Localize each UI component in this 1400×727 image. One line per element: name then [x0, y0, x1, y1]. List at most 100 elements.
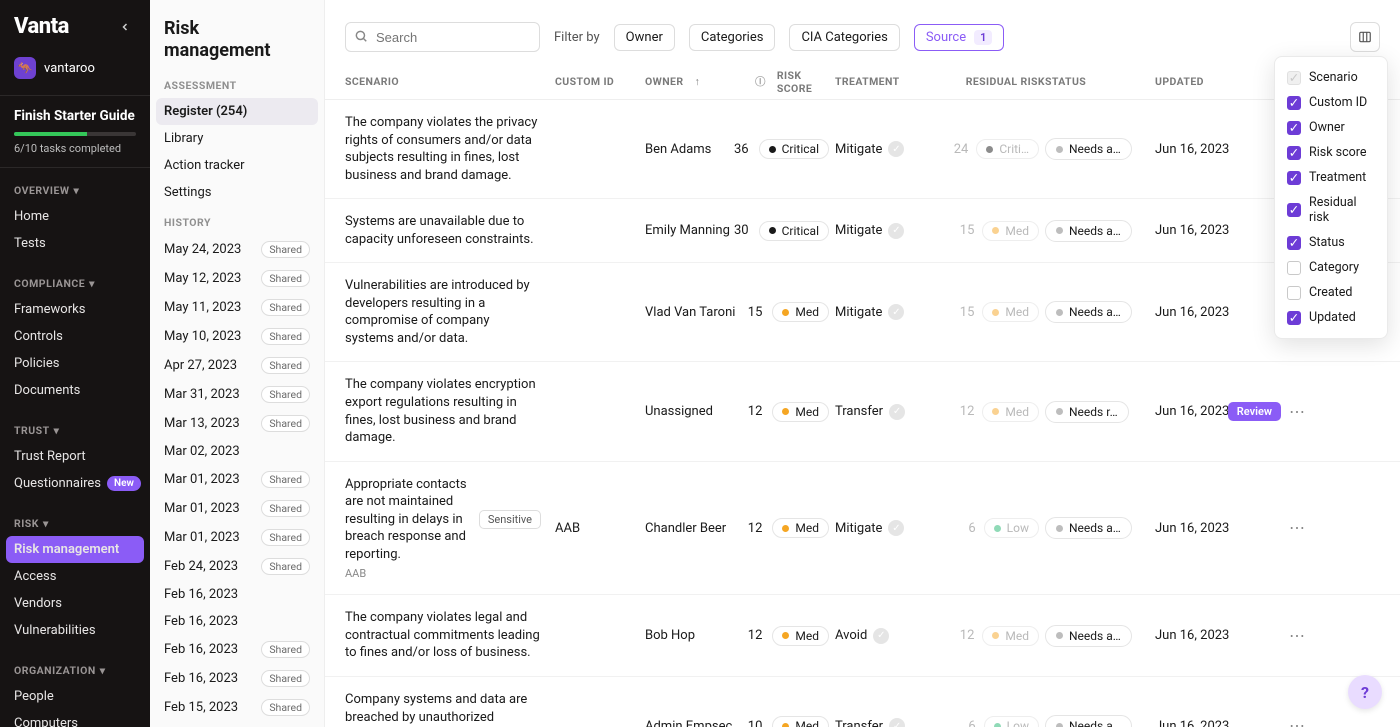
assessment-item[interactable]: Register (254) [156, 98, 318, 125]
table-row[interactable]: The company violates the privacy rights … [325, 100, 1400, 199]
search-input[interactable] [345, 22, 540, 52]
nav-item-home[interactable]: Home [0, 203, 150, 230]
column-option-risk-score[interactable]: ✓ Risk score [1281, 140, 1381, 165]
column-option-treatment[interactable]: ✓ Treatment [1281, 165, 1381, 190]
history-item[interactable]: Apr 27, 2023Shared [156, 351, 318, 380]
help-button[interactable]: ? [1348, 675, 1382, 709]
filter-categories-chip[interactable]: Categories [689, 24, 776, 51]
nav-item-access[interactable]: Access [0, 563, 150, 590]
owner-cell: Vlad Van Taroni [645, 305, 755, 320]
owner-cell: Chandler Beer [645, 521, 755, 536]
history-item[interactable]: Feb 24, 2023Shared [156, 552, 318, 581]
col-owner[interactable]: OWNER ↑ [645, 75, 755, 88]
nav-item-people[interactable]: People [0, 683, 150, 710]
columns-icon [1358, 30, 1372, 44]
history-item[interactable]: Mar 01, 2023Shared [156, 465, 318, 494]
col-risk-score[interactable]: ⓘ RISK SCORE [755, 69, 835, 95]
history-item[interactable]: Mar 02, 2023 [156, 438, 318, 465]
history-item[interactable]: May 24, 2023Shared [156, 235, 318, 264]
history-item[interactable]: Feb 15, 2023 [156, 722, 318, 727]
assessment-item[interactable]: Action tracker [156, 152, 318, 179]
nav-item-frameworks[interactable]: Frameworks [0, 296, 150, 323]
row-more-button[interactable]: ⋯ [1289, 718, 1305, 727]
column-option-created[interactable]: Created [1281, 280, 1381, 305]
nav-item-controls[interactable]: Controls [0, 323, 150, 350]
row-more-button[interactable]: ⋯ [1289, 404, 1305, 420]
filter-source-chip[interactable]: Source 1 [914, 24, 1005, 51]
filter-cia-chip[interactable]: CIA Categories [789, 24, 899, 51]
col-updated[interactable]: UPDATED [1155, 75, 1235, 88]
nav-section-risk[interactable]: RISK ▾ [0, 511, 150, 536]
table-row[interactable]: Company systems and data are breached by… [325, 677, 1400, 727]
history-item[interactable]: Mar 01, 2023Shared [156, 523, 318, 552]
status-cell: Needs a… [1045, 138, 1155, 160]
history-item[interactable]: Mar 01, 2023Shared [156, 494, 318, 523]
history-item[interactable]: Feb 16, 2023 [156, 581, 318, 608]
nav-item-policies[interactable]: Policies [0, 350, 150, 377]
sidebar-collapse-button[interactable] [114, 16, 136, 38]
column-option-updated[interactable]: ✓ Updated [1281, 305, 1381, 330]
nav-section-overview[interactable]: OVERVIEW ▾ [0, 178, 150, 203]
shared-chip: Shared [261, 299, 310, 316]
table-row[interactable]: Systems are unavailable due to capacity … [325, 199, 1400, 263]
nav-item-questionnaires[interactable]: Questionnaires New [0, 470, 150, 497]
nav-item-risk-management[interactable]: Risk management [6, 536, 144, 563]
nav-item-trust-report[interactable]: Trust Report [0, 443, 150, 470]
residual-cell: 12Med [955, 402, 1045, 422]
checkbox-icon [1287, 286, 1301, 300]
risk-score-cell: 30 Critical [755, 221, 835, 241]
shared-chip: Shared [261, 415, 310, 432]
assessment-item[interactable]: Library [156, 125, 318, 152]
nav-item-documents[interactable]: Documents [0, 377, 150, 404]
history-item[interactable]: Mar 31, 2023Shared [156, 380, 318, 409]
pending-icon: ✓ [888, 141, 904, 157]
col-status[interactable]: STATUS [1045, 75, 1155, 88]
column-option-residual-risk[interactable]: ✓ Residual risk [1281, 190, 1381, 230]
row-more-button[interactable]: ⋯ [1289, 628, 1305, 644]
toolbar: Filter by Owner Categories CIA Categorie… [325, 0, 1400, 66]
assessment-item[interactable]: Settings [156, 179, 318, 206]
pending-icon: ✓ [889, 404, 905, 420]
table-header: SCENARIO CUSTOM ID OWNER ↑ ⓘ RISK SCORE … [325, 64, 1400, 100]
col-custom-id[interactable]: CUSTOM ID [555, 75, 645, 88]
history-item[interactable]: May 12, 2023Shared [156, 264, 318, 293]
history-item[interactable]: Mar 13, 2023Shared [156, 409, 318, 438]
nav-section-organization[interactable]: ORGANIZATION ▾ [0, 658, 150, 683]
nav-section-trust[interactable]: TRUST ▾ [0, 418, 150, 443]
checkbox-icon: ✓ [1287, 121, 1301, 135]
column-option-custom-id[interactable]: ✓ Custom ID [1281, 90, 1381, 115]
history-item[interactable]: May 11, 2023Shared [156, 293, 318, 322]
nav-item-computers[interactable]: Computers [0, 710, 150, 727]
risk-score-cell: 12 Med [755, 626, 835, 646]
table-row[interactable]: Appropriate contacts are not maintained … [325, 462, 1400, 596]
history-item[interactable]: Feb 15, 2023Shared [156, 693, 318, 722]
table-row[interactable]: The company violates legal and contractu… [325, 595, 1400, 677]
column-option-category[interactable]: Category [1281, 255, 1381, 280]
history-item[interactable]: May 10, 2023Shared [156, 322, 318, 351]
table-row[interactable]: Vulnerabilities are introduced by develo… [325, 263, 1400, 362]
row-more-button[interactable]: ⋯ [1289, 520, 1305, 536]
shared-chip: Shared [261, 386, 310, 403]
history-item[interactable]: Feb 16, 2023Shared [156, 664, 318, 693]
column-option-owner[interactable]: ✓ Owner [1281, 115, 1381, 140]
col-residual[interactable]: RESIDUAL RISK [955, 76, 1045, 88]
workspace-switcher[interactable]: 🦘 vantaroo [0, 49, 150, 95]
history-item[interactable]: Feb 16, 2023 [156, 608, 318, 635]
column-option-status[interactable]: ✓ Status [1281, 230, 1381, 255]
column-option-scenario[interactable]: ✓ Scenario [1281, 65, 1381, 90]
nav-item-vendors[interactable]: Vendors [0, 590, 150, 617]
pending-icon: ✓ [888, 223, 904, 239]
nav-item-vulnerabilities[interactable]: Vulnerabilities [0, 617, 150, 644]
nav-section-compliance[interactable]: COMPLIANCE ▾ [0, 271, 150, 296]
col-treatment[interactable]: TREATMENT [835, 75, 955, 88]
shared-chip: Shared [261, 357, 310, 374]
review-button[interactable]: Review [1228, 402, 1281, 421]
starter-guide-card[interactable]: Finish Starter Guide 6/10 tasks complete… [0, 95, 150, 168]
table-row[interactable]: The company violates encryption export r… [325, 362, 1400, 461]
filter-owner-chip[interactable]: Owner [614, 24, 675, 51]
column-settings-button[interactable] [1350, 22, 1380, 52]
history-item[interactable]: Feb 16, 2023Shared [156, 635, 318, 664]
scenario-text: Vulnerabilities are introduced by develo… [345, 277, 541, 347]
nav-item-tests[interactable]: Tests [0, 230, 150, 257]
col-scenario[interactable]: SCENARIO [345, 75, 555, 88]
